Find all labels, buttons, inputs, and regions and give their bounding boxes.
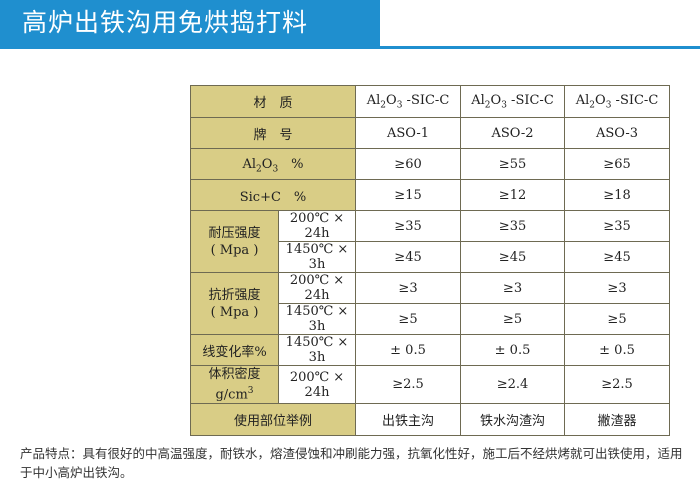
product-features: 产品特点：具有很好的中高温强度，耐铁水，熔渣侵蚀和冲刷能力强，抗氧化性好，施工后… — [20, 446, 683, 480]
flexural-200-cell: ≥3 — [564, 272, 671, 304]
table-row-al2o3: Al2O3 % ≥60 ≥55 ≥65 — [189, 148, 671, 180]
linear-cell: ± 0.5 — [460, 334, 566, 366]
material-cell: Al2O3 -SIC-C — [564, 85, 671, 118]
table-row-flexural-200: 抗折强度 ( Mpa ) 200℃ × 24h ≥3 ≥3 ≥3 — [190, 272, 671, 335]
linear-cell: ± 0.5 — [355, 334, 462, 366]
table-row-density: 体积密度 g/cm3 200℃ × 24h ≥2.5 ≥2.4 ≥2.5 — [190, 364, 671, 405]
condition-1450: 1450℃ × 3h — [277, 334, 357, 366]
compressive-1450-cell: ≥45 — [460, 241, 566, 273]
sic-cell: ≥12 — [460, 179, 566, 211]
table-row-flexural-1450: 1450℃ × 3h ≥5 ≥5 ≥5 — [191, 303, 671, 335]
compressive-200-cell: ≥35 — [564, 210, 671, 242]
compressive-1450-cell: ≥45 — [564, 241, 671, 273]
table-row-brand: 牌 号 ASO-1 ASO-2 ASO-3 — [189, 117, 671, 149]
density-cell: ≥2.5 — [564, 364, 671, 405]
flexural-1450-cell: ≥5 — [564, 303, 671, 335]
sic-cell: ≥15 — [355, 179, 462, 211]
page-title: 高炉出铁沟用免烘捣打料 — [0, 0, 380, 46]
al2o3-cell: ≥60 — [355, 148, 462, 180]
spec-table: 材 质 Al2O3 -SIC-C Al2O3 -SIC-C Al2O3 -SIC… — [189, 85, 671, 437]
compressive-200-cell: ≥35 — [355, 210, 462, 242]
linear-cell: ± 0.5 — [564, 334, 671, 366]
material-cell: Al2O3 -SIC-C — [460, 85, 566, 118]
brand-cell: ASO-2 — [460, 117, 566, 149]
flexural-name: 抗折强度 — [208, 287, 261, 303]
brand-cell: ASO-1 — [355, 117, 462, 149]
title-divider — [0, 46, 700, 49]
flexural-200-cell: ≥3 — [460, 272, 566, 304]
density-cell: ≥2.5 — [355, 364, 462, 405]
table-row-usage: 使用部位举例 出铁主沟 铁水沟渣沟 撇渣器 — [189, 403, 671, 437]
usage-cell: 铁水沟渣沟 — [460, 403, 566, 437]
al2o3-label: Al2O3 % — [189, 148, 357, 180]
material-label: 材 质 — [189, 85, 357, 118]
compressive-name: 耐压强度 — [208, 225, 261, 241]
flexural-1450-cell: ≥5 — [355, 303, 462, 335]
sic-cell: ≥18 — [564, 179, 671, 211]
condition-200: 200℃ × 24h — [277, 210, 357, 242]
compressive-label: 耐压强度 ( Mpa ) — [190, 210, 279, 273]
flexural-1450-cell: ≥5 — [460, 303, 566, 335]
compressive-1450-cell: ≥45 — [355, 241, 462, 273]
table-row-compressive-200: 耐压强度 ( Mpa ) 200℃ × 24h ≥35 ≥35 ≥35 — [190, 210, 671, 273]
usage-cell: 撇渣器 — [564, 403, 671, 437]
usage-label: 使用部位举例 — [189, 403, 357, 437]
flexural-200-cell: ≥3 — [355, 272, 462, 304]
density-cell: ≥2.4 — [460, 364, 566, 405]
condition-1450: 1450℃ × 3h — [277, 303, 357, 335]
usage-cell: 出铁主沟 — [355, 403, 462, 437]
flexural-unit: ( Mpa ) — [210, 304, 259, 320]
condition-200: 200℃ × 24h — [277, 364, 357, 405]
compressive-unit: ( Mpa ) — [210, 242, 259, 258]
brand-cell: ASO-3 — [564, 117, 671, 149]
sic-label: Sic+C % — [189, 179, 357, 211]
al2o3-cell: ≥65 — [564, 148, 671, 180]
material-cell: Al2O3 -SIC-C — [355, 85, 462, 118]
table-row-material: 材 质 Al2O3 -SIC-C Al2O3 -SIC-C Al2O3 -SIC… — [189, 85, 671, 118]
density-name: 体积密度 — [208, 367, 261, 382]
linear-label: 线变化率% — [190, 334, 279, 366]
table-row-compressive-1450: 1450℃ × 3h ≥45 ≥45 ≥45 — [191, 241, 671, 273]
table-row-sic: Sic+C % ≥15 ≥12 ≥18 — [189, 179, 671, 211]
condition-200: 200℃ × 24h — [277, 272, 357, 304]
density-label: 体积密度 g/cm3 — [190, 364, 279, 405]
brand-label: 牌 号 — [189, 117, 357, 149]
compressive-200-cell: ≥35 — [460, 210, 566, 242]
flexural-label: 抗折强度 ( Mpa ) — [190, 272, 279, 335]
condition-1450: 1450℃ × 3h — [277, 241, 357, 273]
al2o3-cell: ≥55 — [460, 148, 566, 180]
table-row-linear: 线变化率% 1450℃ × 3h ± 0.5 ± 0.5 ± 0.5 — [190, 334, 671, 366]
density-unit: g/cm3 — [215, 386, 254, 403]
